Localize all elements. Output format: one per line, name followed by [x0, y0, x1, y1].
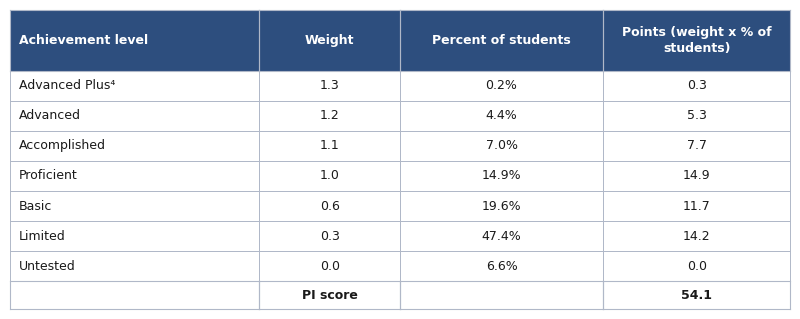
Text: 1.3: 1.3 [320, 79, 340, 92]
Text: 5.3: 5.3 [686, 109, 706, 122]
Bar [259, 10, 400, 71]
Text: 11.7: 11.7 [683, 199, 710, 212]
Bar [10, 101, 259, 131]
Bar [259, 161, 400, 191]
Text: 4.4%: 4.4% [486, 109, 518, 122]
Bar [259, 131, 400, 161]
Text: 54.1: 54.1 [682, 289, 712, 302]
Bar [603, 191, 790, 221]
Text: Limited: Limited [19, 230, 66, 243]
Bar [400, 281, 603, 309]
Bar [10, 251, 259, 281]
Bar [259, 101, 400, 131]
Bar [10, 191, 259, 221]
Bar [259, 221, 400, 251]
Text: 0.2%: 0.2% [486, 79, 518, 92]
Text: Achievement level: Achievement level [19, 33, 148, 47]
Text: Basic: Basic [19, 199, 53, 212]
Text: 47.4%: 47.4% [482, 230, 522, 243]
Text: Weight: Weight [305, 33, 354, 47]
Text: 19.6%: 19.6% [482, 199, 522, 212]
Bar [10, 161, 259, 191]
Bar [400, 71, 603, 101]
Text: 0.3: 0.3 [320, 230, 340, 243]
Text: 0.0: 0.0 [320, 260, 340, 273]
Bar [259, 251, 400, 281]
Text: PI score: PI score [302, 289, 358, 302]
Text: Untested: Untested [19, 260, 76, 273]
Bar [603, 131, 790, 161]
Bar [400, 10, 603, 71]
Bar [400, 131, 603, 161]
Bar [400, 161, 603, 191]
Text: Proficient: Proficient [19, 169, 78, 182]
Text: Advanced: Advanced [19, 109, 82, 122]
Text: 14.9%: 14.9% [482, 169, 522, 182]
Text: 14.9: 14.9 [683, 169, 710, 182]
Text: 1.2: 1.2 [320, 109, 340, 122]
Text: Percent of students: Percent of students [432, 33, 571, 47]
Text: Advanced Plus⁴: Advanced Plus⁴ [19, 79, 115, 92]
Text: 6.6%: 6.6% [486, 260, 518, 273]
Bar [10, 10, 259, 71]
Bar [603, 10, 790, 71]
Text: 1.0: 1.0 [320, 169, 340, 182]
Bar [400, 251, 603, 281]
Text: 0.6: 0.6 [320, 199, 340, 212]
Bar [259, 191, 400, 221]
Bar [10, 281, 259, 309]
Bar [603, 101, 790, 131]
Bar [400, 191, 603, 221]
Text: 1.1: 1.1 [320, 139, 340, 152]
Bar [603, 221, 790, 251]
Text: Points (weight x % of
students): Points (weight x % of students) [622, 26, 771, 55]
Bar [10, 131, 259, 161]
Bar [603, 71, 790, 101]
Bar [259, 71, 400, 101]
Bar [603, 281, 790, 309]
Text: 0.3: 0.3 [686, 79, 706, 92]
Text: 7.0%: 7.0% [486, 139, 518, 152]
Text: Accomplished: Accomplished [19, 139, 106, 152]
Bar [400, 221, 603, 251]
Bar [603, 251, 790, 281]
Bar [259, 281, 400, 309]
Bar [400, 101, 603, 131]
Text: 0.0: 0.0 [686, 260, 706, 273]
Bar [603, 161, 790, 191]
Text: 14.2: 14.2 [683, 230, 710, 243]
Text: 7.7: 7.7 [686, 139, 706, 152]
Bar [10, 71, 259, 101]
Bar [10, 221, 259, 251]
